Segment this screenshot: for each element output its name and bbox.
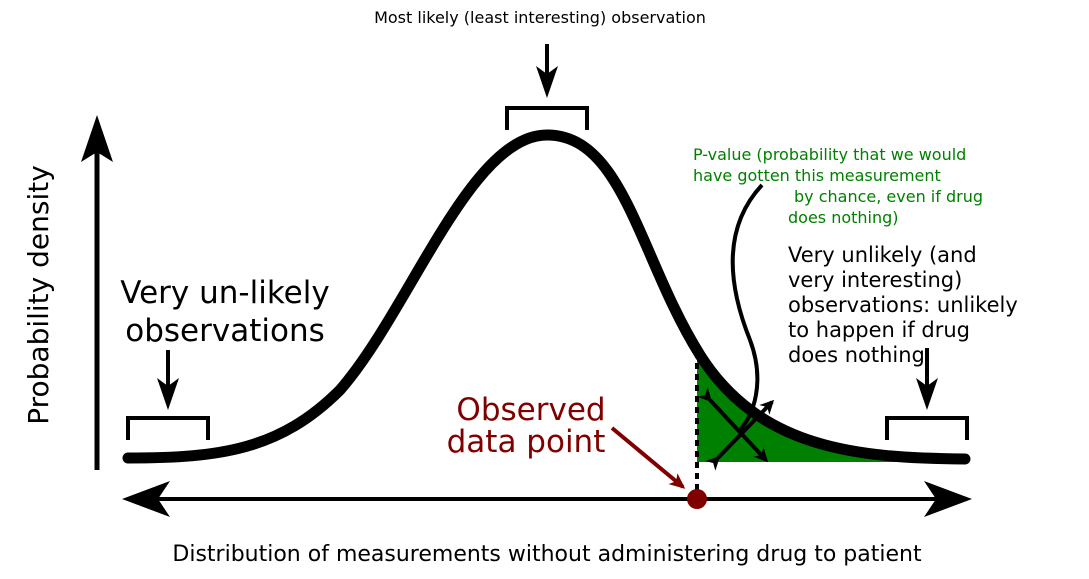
left-arrowhead <box>157 378 179 410</box>
y-axis-label: Probability density <box>22 165 55 425</box>
pvalue-note-line-4: does nothing) <box>788 208 899 227</box>
x-axis-label: Distribution of measurements without adm… <box>172 542 922 567</box>
y-axis-arrowhead <box>81 115 113 162</box>
pvalue-note-line-2: have gotten this measurement <box>693 166 941 185</box>
pvalue-note-line-3: by chance, even if drug <box>794 187 983 206</box>
right-note-line-5: does nothing <box>788 343 925 367</box>
right-note-line-4: to happen if drug <box>788 318 970 342</box>
top-bracket <box>505 106 589 130</box>
right-bracket <box>885 416 969 440</box>
observed-line-1: Observed <box>456 392 605 428</box>
pvalue-note-line-1: P-value (probability that we would <box>693 145 966 164</box>
right-arrowhead <box>916 378 938 410</box>
top-arrowhead <box>536 66 558 98</box>
left-bracket <box>126 416 210 440</box>
pvalue-double-arrow-2 <box>705 399 775 471</box>
left-note-line-1: Very un-likely <box>120 275 329 311</box>
x-axis-arrowhead-right <box>924 481 972 517</box>
observed-point <box>687 489 707 509</box>
right-note-line-2: very interesting) <box>788 268 962 292</box>
top-caption: Most likely (least interesting) observat… <box>374 8 706 27</box>
observed-line-2: data point <box>447 424 606 460</box>
right-note-line-3: observations: unlikely <box>788 293 1018 317</box>
x-axis-arrowhead-left <box>122 481 170 517</box>
observed-arrow <box>610 426 686 489</box>
left-note-line-2: observations <box>125 313 325 349</box>
right-note-line-1: Very unlikely (and <box>788 243 977 267</box>
